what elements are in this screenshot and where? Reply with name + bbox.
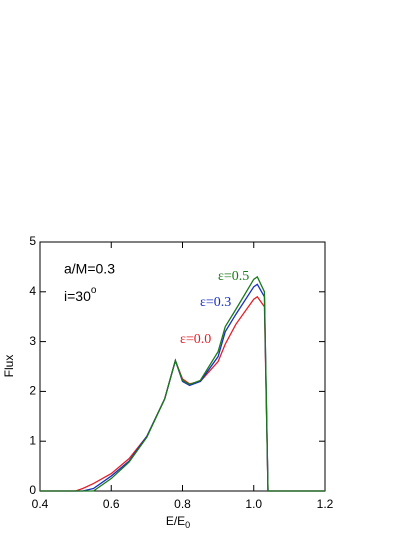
series-line xyxy=(40,275,325,492)
y-axis-label: Flux xyxy=(2,355,16,378)
x-axis-label-sub: 0 xyxy=(185,520,190,530)
annotation-main: i=30 xyxy=(64,288,91,304)
x-axis-label-main: E/E xyxy=(166,514,185,528)
series-label: ε=0.0 xyxy=(180,332,211,347)
y-tick-label: 2 xyxy=(29,384,36,398)
x-tick-label: 1.0 xyxy=(245,497,262,511)
y-tick-label: 1 xyxy=(29,433,36,447)
y-tick-label: 0 xyxy=(29,483,36,497)
y-tick-label: 5 xyxy=(29,234,36,248)
x-axis-label: E/E0 xyxy=(166,514,190,530)
series-label: ε=0.3 xyxy=(200,295,231,310)
plot-frame xyxy=(39,241,326,492)
series-line xyxy=(40,283,325,492)
y-tick-label: 4 xyxy=(29,284,36,298)
x-tick-label: 0.6 xyxy=(103,497,120,511)
annotation: i=30o xyxy=(64,285,97,304)
x-tick-label: 1.2 xyxy=(317,497,334,511)
annotation: a/M=0.3 xyxy=(64,261,115,277)
x-tick-label: 0.8 xyxy=(174,497,191,511)
y-tick-label: 3 xyxy=(29,334,36,348)
series-label: ε=0.5 xyxy=(218,269,249,284)
x-tick-label: 0.4 xyxy=(32,497,49,511)
annotation-sup: o xyxy=(91,285,97,296)
series-line xyxy=(40,295,325,492)
